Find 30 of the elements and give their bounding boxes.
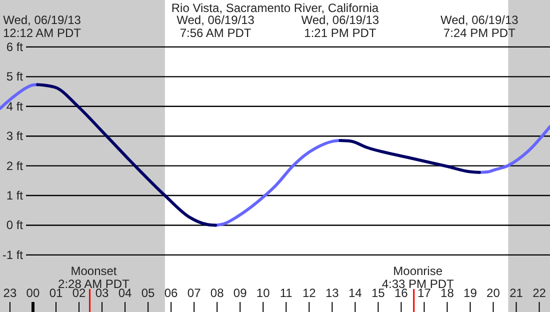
x-tick-label: 00 [26,286,40,300]
y-tick-label: 4 ft [6,99,24,114]
y-tick-label: 5 ft [6,70,24,84]
annotation: Wed, 06/19/13 7:56 AM PDT [176,13,255,40]
x-tick-label: 14 [348,286,362,300]
x-tick-label: 10 [256,286,270,300]
y-tick-label: 6 ft [6,40,24,54]
y-tick-label: -1 ft [2,248,24,262]
x-tick-label: 13 [325,286,340,300]
annotation: Wed, 06/19/13 12:12 AM PDT [2,13,82,40]
x-tick-label: 12 [302,286,316,300]
chart-title: Rio Vista, Sacramento River, California [171,1,379,15]
x-tick-label: 05 [141,286,156,300]
y-tick-label: 3 ft [6,129,24,144]
x-tick-label: 07 [187,286,202,300]
x-tick-label: 11 [280,286,293,300]
x-tick-label: 15 [371,286,386,300]
x-tick-label: 23 [3,286,17,300]
x-tick-label: 21 [510,286,524,300]
y-tick-label: 0 ft [6,218,24,232]
x-tick-label: 08 [210,286,224,300]
y-tick-label: 1 ft [6,188,24,203]
y-tick-label: 2 ft [6,158,24,173]
x-tick-label: 06 [164,286,178,300]
x-tick-label: 20 [486,286,500,300]
x-tick-label: 09 [233,286,248,300]
annotation: Wed, 06/19/13 1:21 PM PDT [301,13,380,40]
x-tick-label: 19 [464,286,478,300]
annotation: Wed, 06/19/13 7:24 PM PDT [440,13,519,40]
x-tick-label: 22 [532,286,546,300]
